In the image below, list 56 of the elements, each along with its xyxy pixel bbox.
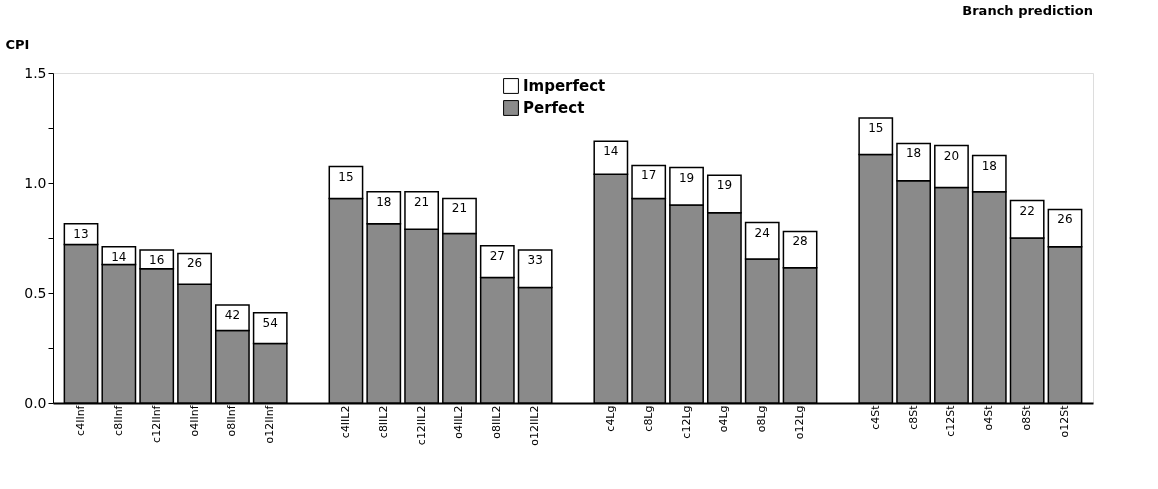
annotation: 21 xyxy=(451,201,468,216)
annotation: 13 xyxy=(73,226,89,241)
x-tick-label: o8IInf xyxy=(225,404,239,437)
x-tick-label: c8Lg xyxy=(641,405,655,432)
x-tick-label: o4St xyxy=(982,404,996,431)
legend-label: Perfect xyxy=(523,99,585,117)
annotation: 20 xyxy=(943,148,960,163)
x-tick-label: c12St xyxy=(944,404,958,437)
annotation: 17 xyxy=(641,168,657,183)
annotation: 15 xyxy=(338,169,354,184)
annotation: 21 xyxy=(413,194,430,209)
x-tick-label: c8IIL2 xyxy=(376,405,390,439)
legend-label: Imperfect xyxy=(523,77,606,95)
x-tick-label: c4St xyxy=(868,404,882,430)
annotation: 18 xyxy=(376,194,392,209)
annotation: 28 xyxy=(792,234,808,249)
x-tick-label: c4IIL2 xyxy=(338,405,352,439)
x-tick-label: o8IIL2 xyxy=(490,405,504,439)
x-tick-label: o4IInf xyxy=(187,404,201,437)
annotation: 14 xyxy=(603,144,619,159)
annotation: 22 xyxy=(1019,203,1035,218)
annotation: 18 xyxy=(905,146,922,161)
y-tick-label: 0.5 xyxy=(24,284,47,301)
x-tick-label: c12IInf xyxy=(149,404,163,443)
x-tick-label: o8St xyxy=(1020,404,1034,431)
x-tick-label: o12Lg xyxy=(793,405,807,440)
annotation: 26 xyxy=(1057,212,1073,227)
y-axis-title: CPI xyxy=(5,36,30,52)
annotation: 27 xyxy=(489,248,505,263)
y-tick-label: 1.0 xyxy=(24,174,47,191)
x-tick-label: o4IIL2 xyxy=(452,405,466,439)
x-tick-label: o12IInf xyxy=(263,404,277,444)
x-tick-label: c12IIL2 xyxy=(414,405,428,446)
annotation: 54 xyxy=(262,315,278,330)
annotation: 19 xyxy=(678,170,695,185)
x-tick-label: c4Lg xyxy=(603,405,617,432)
annotation: 19 xyxy=(716,178,733,193)
annotation: 26 xyxy=(186,256,203,271)
x-tick-label: c8St xyxy=(906,404,920,430)
annotation: 42 xyxy=(224,308,241,323)
x-tick-label: o4Lg xyxy=(717,405,731,433)
x-tick-label: o12St xyxy=(1057,404,1071,438)
annotation: 14 xyxy=(111,249,127,264)
x-tick-label: c4IInf xyxy=(74,404,88,436)
annotation: 33 xyxy=(527,253,543,268)
y-tick-label: 1.5 xyxy=(24,64,47,81)
x-tick-label: o12IIL2 xyxy=(528,405,542,446)
x-tick-label: c12Lg xyxy=(679,405,693,439)
annotation: 15 xyxy=(868,121,884,136)
y-tick-label: 0.0 xyxy=(24,394,47,411)
annotation: 24 xyxy=(754,225,770,240)
chart-title: Branch prediction xyxy=(962,3,1093,18)
x-tick-label: c8IInf xyxy=(111,404,125,436)
annotation: 18 xyxy=(981,158,997,173)
x-tick-label: o8Lg xyxy=(755,405,769,433)
annotation: 16 xyxy=(149,253,165,268)
